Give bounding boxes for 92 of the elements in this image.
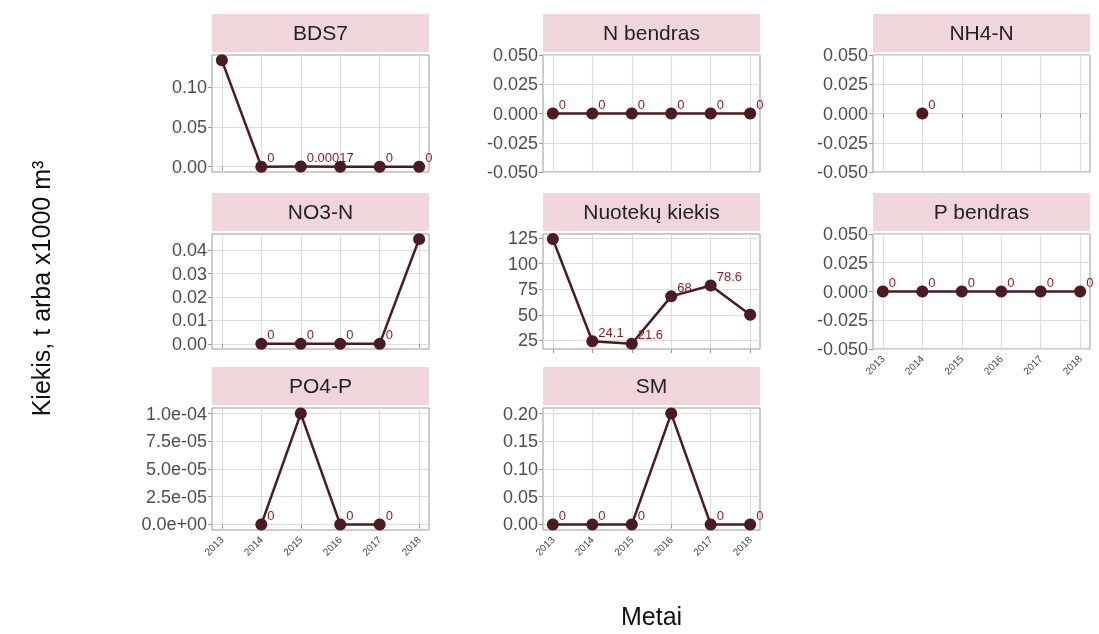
y-tick-label: 50 xyxy=(517,304,538,325)
data-label: 0 xyxy=(558,507,567,523)
data-label: 0 xyxy=(716,97,724,112)
chart-title: NH4-N xyxy=(873,14,1090,52)
y-tick-label: 0.00 xyxy=(171,333,207,354)
point xyxy=(546,233,559,246)
y-tick-label: 0.050 xyxy=(822,224,868,244)
point xyxy=(373,160,386,173)
data-label: 68 xyxy=(677,279,692,295)
data-label: 0 xyxy=(928,97,936,112)
y-tick-label: -0.050 xyxy=(486,162,538,182)
point xyxy=(255,160,268,173)
point xyxy=(586,335,599,348)
y-tick-label: 0.05 xyxy=(171,116,207,137)
point xyxy=(665,290,678,303)
point xyxy=(744,308,757,321)
y-axis-title: Kiekis, t arba x1000 m³ xyxy=(27,160,57,416)
y-tick-label: -0.050 xyxy=(816,339,868,359)
point xyxy=(413,160,426,173)
data-label: 24.1 xyxy=(598,324,624,340)
y-tick-label: 0.000 xyxy=(822,281,868,302)
data-label: 0 xyxy=(425,150,433,166)
data-label: 0 xyxy=(385,327,393,343)
data-label: 0 xyxy=(267,507,275,523)
point xyxy=(294,160,307,173)
y-tick-label: -0.050 xyxy=(816,162,868,182)
chart-title: N bendras xyxy=(543,14,760,52)
chart-title: SM xyxy=(543,367,760,405)
y-tick-label: -0.025 xyxy=(486,132,538,153)
y-tick-label: 75 xyxy=(517,279,538,300)
data-label: 0 xyxy=(1007,275,1015,290)
data-label: 21.6 xyxy=(637,327,664,343)
y-tick-label: 0.000 xyxy=(492,103,538,124)
y-tick-label: -0.025 xyxy=(816,132,868,153)
y-tick-label: 0.03 xyxy=(171,263,207,284)
y-tick-label: 2.5e-05 xyxy=(145,486,207,507)
chart-title: BDS7 xyxy=(212,14,429,52)
data-label: 0 xyxy=(306,327,315,343)
y-tick-label: 0.00 xyxy=(502,514,538,535)
y-tick-label: 0.025 xyxy=(822,74,868,95)
data-label: 0 xyxy=(267,327,275,343)
y-tick-label: 0.050 xyxy=(492,45,538,65)
data-label: 0 xyxy=(385,150,393,166)
chart-title: PO4-P xyxy=(212,367,429,405)
x-axis-title: Metai xyxy=(621,602,683,631)
data-label: 0 xyxy=(716,507,724,523)
y-tick-label: 0.02 xyxy=(171,287,207,308)
y-tick-label: 0.10 xyxy=(171,77,207,98)
data-label: 0 xyxy=(346,507,354,523)
y-tick-label: 7.5e-05 xyxy=(145,431,207,452)
data-label: 0 xyxy=(598,97,606,112)
y-tick-label: -0.025 xyxy=(816,310,868,331)
data-label: 0 xyxy=(385,507,393,523)
y-tick-label: 0.15 xyxy=(502,431,538,452)
data-label: 0 xyxy=(967,275,976,290)
point xyxy=(704,279,717,292)
y-tick-label: 125 xyxy=(507,228,538,249)
y-tick-label: 0.05 xyxy=(502,486,538,507)
y-tick-label: 0.00 xyxy=(171,156,207,177)
chart-title: P bendras xyxy=(873,193,1090,231)
y-tick-label: 0.025 xyxy=(492,74,538,95)
y-tick-label: 0.050 xyxy=(822,45,868,65)
data-label: 0 xyxy=(888,275,897,290)
y-tick-label: 0.10 xyxy=(502,459,538,479)
y-tick-label: 25 xyxy=(517,330,538,351)
data-label: 0 xyxy=(677,97,685,112)
y-tick-label: 0.000 xyxy=(822,103,868,124)
data-label: 0 xyxy=(1046,275,1054,290)
data-label: 0 xyxy=(346,327,354,343)
y-tick-label: 100 xyxy=(507,253,538,274)
data-label: 0 xyxy=(598,507,606,523)
y-tick-label: 0.01 xyxy=(171,310,207,331)
data-label: 0 xyxy=(1086,275,1094,290)
point xyxy=(215,54,228,67)
chart-title: NO3-N xyxy=(212,193,429,231)
y-tick-label: 0.04 xyxy=(171,240,207,261)
data-label: 0 xyxy=(558,97,567,112)
data-label: 0 xyxy=(928,275,936,290)
data-label: 0 xyxy=(267,150,275,166)
y-tick-label: 1.0e-04 xyxy=(145,403,207,424)
data-label: 0 xyxy=(756,507,764,523)
data-label: 0 xyxy=(756,97,764,112)
chart-title: Nuotekų kiekis xyxy=(543,193,760,231)
data-label: 0 xyxy=(637,97,646,112)
y-tick-label: 0.025 xyxy=(822,252,868,273)
data-label: 78.6 xyxy=(716,269,742,285)
point xyxy=(625,337,638,350)
y-tick-label: 5.0e-05 xyxy=(145,459,207,479)
data-label: 0 xyxy=(637,507,646,523)
y-tick-label: 0.0e+00 xyxy=(141,514,207,535)
y-tick-label: 0.20 xyxy=(502,403,538,424)
data-label: 0.00017 xyxy=(306,150,354,166)
